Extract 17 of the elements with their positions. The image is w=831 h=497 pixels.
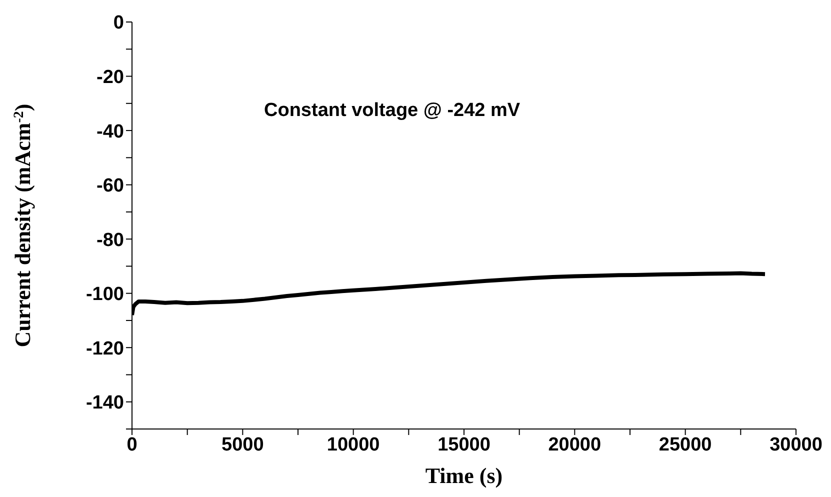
- x-axis-title: Time (s): [425, 463, 503, 488]
- x-tick-label: 15000: [438, 434, 490, 456]
- x-tick-label: 10000: [326, 434, 380, 456]
- y-tick-label: -140: [86, 392, 124, 414]
- x-tick-label: 30000: [770, 434, 822, 456]
- y-tick-label: -40: [96, 121, 124, 142]
- y-tick-label: 0: [113, 12, 124, 34]
- y-tick-label: -60: [96, 176, 124, 197]
- x-tick-label: 25000: [658, 434, 712, 456]
- y-tick-label: -100: [86, 284, 124, 306]
- annotation-text: Constant voltage @ -242 mV: [264, 100, 520, 122]
- x-tick-label: 0: [126, 434, 138, 456]
- y-tick-label: -80: [96, 230, 124, 251]
- x-tick-label: 5000: [222, 434, 264, 456]
- x-tick-label: 20000: [548, 434, 602, 456]
- y-tick-label: -20: [96, 67, 124, 88]
- y-tick-label: -120: [86, 338, 124, 360]
